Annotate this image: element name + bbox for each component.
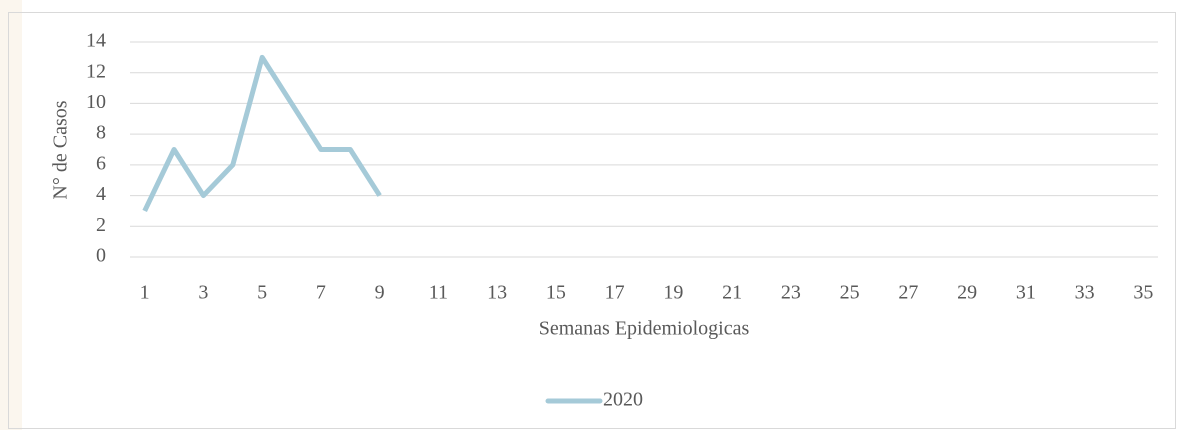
y-tick-label: 6 <box>96 152 106 174</box>
legend-label: 2020 <box>603 389 643 411</box>
x-tick-label: 17 <box>605 282 625 304</box>
x-tick-label: 3 <box>198 282 208 304</box>
x-tick-label: 5 <box>257 282 267 304</box>
x-tick-label: 29 <box>957 282 977 304</box>
x-tick-label: 35 <box>1133 282 1153 304</box>
x-tick-label: 15 <box>546 282 566 304</box>
x-axis-title: Semanas Epidemiologicas <box>539 318 750 340</box>
x-tick-label: 7 <box>316 282 326 304</box>
x-tick-label: 19 <box>663 282 683 304</box>
data-line <box>142 54 382 213</box>
y-tick-label: 0 <box>96 245 106 267</box>
x-tick-label: 31 <box>1016 282 1036 304</box>
x-tick-label: 25 <box>840 282 860 304</box>
x-tick-label: 23 <box>781 282 801 304</box>
y-tick-label: 12 <box>86 60 106 82</box>
y-tick-label: 10 <box>86 91 106 113</box>
x-tick-label: 27 <box>898 282 918 304</box>
x-tick-label: 33 <box>1075 282 1095 304</box>
y-tick-label: 4 <box>96 183 106 205</box>
x-tick-label: 9 <box>375 282 385 304</box>
y-tick-label: 8 <box>96 122 106 144</box>
y-axis-title: N° de Casos <box>50 100 72 199</box>
background-decoration <box>0 0 22 430</box>
y-tick-label: 14 <box>86 30 106 52</box>
x-tick-label: 11 <box>429 282 448 304</box>
x-tick-label: 1 <box>140 282 150 304</box>
chart-border <box>8 12 1176 429</box>
y-tick-label: 2 <box>96 214 106 236</box>
x-tick-label: 21 <box>722 282 742 304</box>
x-tick-label: 13 <box>487 282 507 304</box>
